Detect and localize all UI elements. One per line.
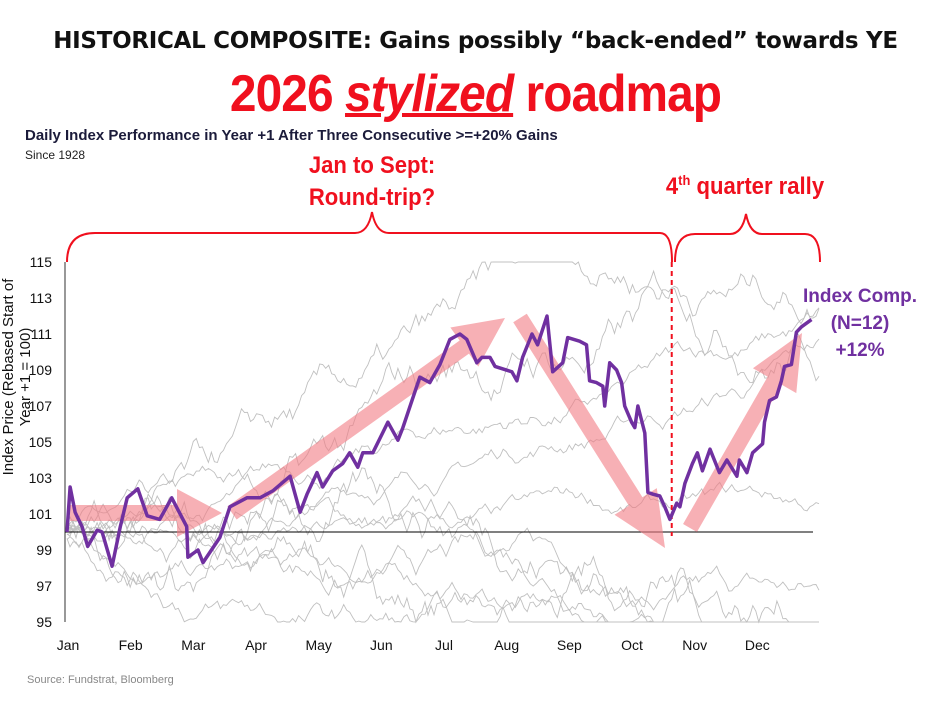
x-tick-label: Jul — [435, 637, 453, 653]
composite-legend: Index Comp. (N=12) +12% — [800, 283, 920, 364]
brackets — [66, 211, 821, 263]
y-axis-label: Index Price (Rebased Start of Year +1 = … — [0, 278, 34, 476]
x-tick-label: Sep — [557, 637, 582, 653]
y-tick-label: 105 — [29, 434, 53, 450]
y-tick-label: 107 — [29, 398, 53, 414]
chart-subtitle: Since 1928 — [25, 148, 86, 162]
y-tick-label: 111 — [31, 326, 52, 342]
axes: 95 97 99 101 103 105 107 109 111 113 115 Jan Feb Mar A… — [29, 254, 813, 653]
chart-title: Daily Index Performance in Year +1 After… — [25, 127, 558, 144]
x-tick-label: Aug — [494, 637, 519, 653]
historical-lines — [66, 261, 820, 624]
historical-line — [66, 338, 820, 546]
title-stylized: stylized — [345, 65, 514, 123]
x-tick-label: Mar — [181, 637, 205, 653]
y-tick-label: 103 — [29, 470, 53, 486]
composite-line — [65, 314, 813, 568]
trend-arrow — [227, 318, 505, 520]
x-tick-label: May — [305, 637, 331, 653]
x-tick-label: Feb — [119, 637, 143, 653]
jan-sept-bracket — [66, 211, 673, 263]
legend-return: +12% — [835, 340, 885, 361]
composite-series — [65, 314, 813, 568]
y-tick-label: 109 — [29, 362, 53, 378]
legend-count: (N=12) — [830, 313, 890, 334]
title-roadmap: roadmap — [513, 65, 722, 123]
q4-annotation: 4th quarter rally — [648, 172, 841, 201]
roadmap-title: 2026 stylized roadmap — [38, 64, 913, 124]
y-tick-label: 115 — [30, 254, 53, 270]
y-tick-label: 99 — [36, 542, 52, 558]
annotation-line2: Round-trip? — [308, 184, 436, 211]
y-tick-label: 97 — [36, 578, 52, 594]
x-tick-label: Dec — [745, 637, 770, 653]
jan-sept-annotation: Jan to Sept: Round-trip? — [271, 150, 473, 214]
trend-arrow — [513, 313, 665, 548]
title-year: 2026 — [229, 65, 346, 123]
historical-line — [66, 536, 819, 623]
q4-suffix: th — [678, 172, 691, 188]
q4-text: quarter rally — [690, 173, 825, 200]
x-tick-label: Nov — [682, 637, 707, 653]
historical-line — [66, 467, 819, 624]
x-tick-label: Jun — [370, 637, 393, 653]
historical-line — [66, 261, 820, 540]
q4-number: 4 — [665, 173, 679, 200]
q4-bracket — [674, 213, 821, 263]
x-tick-label: Apr — [245, 637, 267, 653]
x-tick-label: Jan — [57, 637, 80, 653]
y-tick-label: 101 — [29, 506, 53, 522]
x-tick-label: Oct — [621, 637, 643, 653]
y-tick-label: 95 — [36, 614, 52, 630]
trend-arrow — [683, 333, 802, 532]
legend-name: Index Comp. — [802, 286, 917, 307]
headline: HISTORICAL COMPOSITE: Gains possibly “ba… — [53, 28, 898, 54]
historical-line — [66, 465, 820, 611]
y-tick-label: 113 — [30, 290, 53, 306]
annotation-line1: Jan to Sept: — [308, 152, 436, 179]
source-note: Source: Fundstrat, Bloomberg — [27, 674, 174, 686]
